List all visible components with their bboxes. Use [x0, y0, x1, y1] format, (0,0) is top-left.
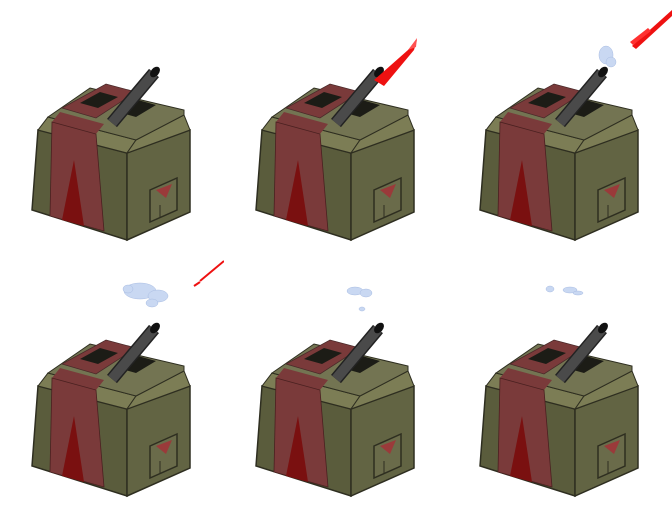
barrel-tube — [332, 69, 382, 127]
missile-body — [374, 40, 417, 86]
launcher-barrel — [555, 322, 608, 384]
smoke-puff — [545, 285, 555, 293]
smoke-puff — [359, 288, 373, 298]
barrel-muzzle — [374, 322, 384, 334]
stripe-triangle — [510, 416, 532, 482]
bunker-door — [597, 432, 626, 480]
launch-smoke — [598, 45, 617, 68]
bunker-door — [373, 176, 402, 224]
stripe-triangle — [62, 160, 84, 226]
sprite-frame-svg — [479, 285, 639, 498]
launcher-bunker — [479, 83, 639, 242]
barrel-muzzle — [598, 66, 608, 78]
door-triangle — [604, 440, 620, 454]
launch-slot-left — [528, 92, 566, 108]
stripe-triangle — [62, 416, 84, 482]
launch-slot-left — [80, 348, 118, 364]
bevel-stripe — [52, 112, 104, 134]
smoke-cloud — [346, 286, 373, 312]
front-stripe — [497, 377, 553, 488]
barrel-tube — [108, 69, 158, 127]
frame-2-missile-loaded — [224, 0, 448, 256]
frame-6-smoke-faint — [448, 256, 672, 512]
exhaust-streak-2 — [193, 281, 201, 287]
exhaust-flame — [630, 10, 672, 49]
smoke-puff — [122, 284, 134, 294]
sprite-frame-svg — [255, 286, 415, 498]
exhaust-streak-1 — [632, 10, 672, 49]
barrel-muzzle — [150, 322, 160, 334]
bunker-door — [149, 432, 178, 480]
launch-slot-left — [528, 348, 566, 364]
barrel-tube — [556, 69, 606, 127]
stripe-triangle — [286, 416, 308, 482]
front-stripe — [273, 377, 329, 488]
bunker-door — [149, 176, 178, 224]
launcher-barrel — [331, 66, 384, 128]
frame-1-idle — [0, 0, 224, 256]
door-triangle — [380, 184, 396, 198]
smoke-cloud — [122, 282, 169, 308]
sprite-frame-svg — [31, 260, 224, 498]
sprite-frame-svg — [31, 66, 191, 242]
launch-slot-left — [304, 92, 342, 108]
stripe-triangle — [286, 160, 308, 226]
barrel-muzzle — [150, 66, 160, 78]
frame-3-launch — [448, 0, 672, 256]
barrel-tube — [108, 325, 158, 383]
launcher-bunker — [479, 339, 639, 498]
bunker-door — [373, 432, 402, 480]
bevel-stripe — [276, 112, 328, 134]
smoke-puff — [562, 286, 578, 294]
launcher-barrel — [107, 322, 160, 384]
door-triangle — [156, 184, 172, 198]
barrel-tube — [556, 325, 606, 383]
barrel-muzzle — [598, 322, 608, 334]
exhaust-trail — [193, 260, 224, 287]
door-triangle — [380, 440, 396, 454]
bevel-stripe — [276, 368, 328, 390]
frame-5-smoke-fading — [224, 256, 448, 512]
bevel-stripe — [500, 368, 552, 390]
smoke-puff — [572, 290, 584, 296]
frame-4-smoke-trail — [0, 256, 224, 512]
bevel-stripe — [500, 112, 552, 134]
launcher-barrel — [331, 322, 384, 384]
exhaust-streak-2 — [630, 28, 651, 45]
launcher-bunker — [255, 339, 415, 498]
missile-tip — [408, 38, 417, 50]
launcher-barrel — [107, 66, 160, 128]
smoke-puff — [145, 298, 159, 308]
front-stripe — [497, 121, 553, 232]
launcher-bunker — [255, 83, 415, 242]
front-stripe — [273, 121, 329, 232]
front-stripe — [49, 377, 105, 488]
missile — [374, 38, 417, 86]
barrel-tube — [332, 325, 382, 383]
bunker-door — [597, 176, 626, 224]
launch-slot-left — [304, 348, 342, 364]
exhaust-streak-1 — [199, 260, 224, 282]
bevel-stripe — [52, 368, 104, 390]
launcher-bunker — [31, 83, 191, 242]
launch-slot-left — [80, 92, 118, 108]
smoke-cloud — [545, 285, 584, 296]
launcher-barrel — [555, 66, 608, 128]
smoke-puff — [605, 56, 617, 68]
launcher-bunker — [31, 339, 191, 498]
smoke-puff — [358, 306, 366, 312]
door-triangle — [604, 184, 620, 198]
stripe-triangle — [510, 160, 532, 226]
door-triangle — [156, 440, 172, 454]
sprite-frame-svg — [479, 10, 672, 242]
sprite-frame-svg — [255, 38, 417, 242]
front-stripe — [49, 121, 105, 232]
